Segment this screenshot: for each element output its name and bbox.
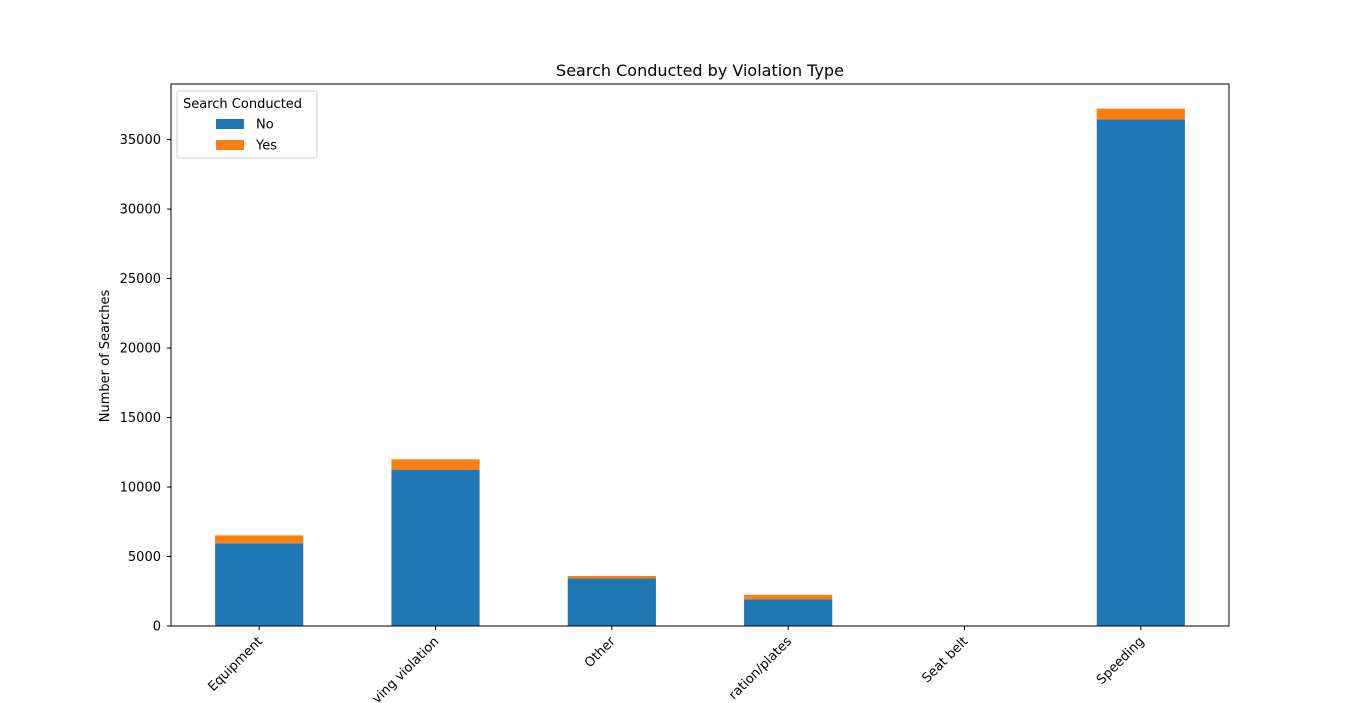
y-tick-label: 30000 xyxy=(120,203,161,218)
bar-no-equipment xyxy=(215,543,304,626)
bar-yes-other xyxy=(567,575,656,579)
x-tick-label: Seat belt xyxy=(919,634,971,686)
legend-label-no: No xyxy=(256,118,274,133)
legend-swatch-yes xyxy=(216,140,244,150)
legend: Search Conducted No Yes xyxy=(176,90,318,159)
x-tick-label: ration/plates xyxy=(726,634,795,703)
legend-title: Search Conducted xyxy=(183,97,302,112)
bar-no-moving-violation xyxy=(391,469,480,626)
axes-frame xyxy=(170,83,1230,627)
chart-title: Search Conducted by Violation Type xyxy=(556,61,844,80)
y-tick-label: 25000 xyxy=(120,272,161,287)
y-tick-label: 35000 xyxy=(120,133,161,148)
bar-no-other xyxy=(567,578,656,626)
y-axis-label: Number of Searches xyxy=(98,290,113,423)
bar-no-registration-plates xyxy=(744,599,833,626)
y-tick-label: 0 xyxy=(153,620,161,635)
bar-yes-speeding xyxy=(1096,108,1185,120)
plot-area: 0 5000 10000 15000 20000 25000 30000 35000 Equip… xyxy=(120,83,1230,703)
bar-yes-moving-violation xyxy=(391,459,480,470)
x-tick-label: Speeding xyxy=(1094,634,1148,688)
bar-yes-equipment xyxy=(215,535,304,544)
x-tick-label: Other xyxy=(582,634,619,671)
y-tick-label: 5000 xyxy=(128,550,161,565)
y-tick-label: 15000 xyxy=(120,411,161,426)
legend-frame xyxy=(176,90,318,159)
legend-label-yes: Yes xyxy=(255,139,277,154)
legend-swatch-no xyxy=(216,119,244,129)
y-tick-label: 20000 xyxy=(120,342,161,357)
y-tick-label: 10000 xyxy=(120,481,161,496)
bar-yes-registration-plates xyxy=(744,594,833,600)
x-tick-label: Equipment xyxy=(205,634,266,695)
bar-no-speeding xyxy=(1096,119,1185,626)
x-tick-label: ving violation xyxy=(370,634,443,703)
